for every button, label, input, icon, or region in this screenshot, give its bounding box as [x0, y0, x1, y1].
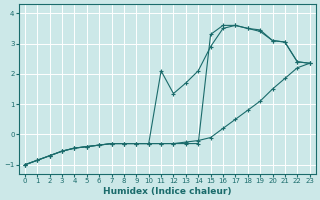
X-axis label: Humidex (Indice chaleur): Humidex (Indice chaleur) — [103, 187, 232, 196]
